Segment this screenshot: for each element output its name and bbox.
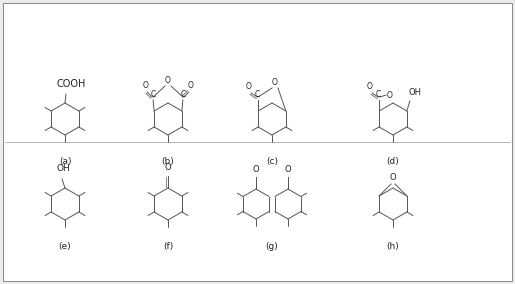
Text: O: O (390, 173, 397, 182)
Text: C: C (180, 90, 185, 99)
Text: (a): (a) (59, 157, 71, 166)
Text: (c): (c) (266, 157, 278, 166)
Text: (e): (e) (59, 242, 71, 251)
Text: O: O (285, 165, 291, 174)
Text: (f): (f) (163, 242, 173, 251)
Text: OH: OH (408, 88, 421, 97)
Text: O: O (272, 78, 278, 87)
Text: OH: OH (56, 164, 70, 173)
Text: O: O (165, 76, 171, 85)
Text: O: O (245, 82, 251, 91)
Text: O: O (188, 81, 194, 90)
Text: C: C (150, 90, 156, 99)
Text: (d): (d) (387, 157, 399, 166)
Text: COOH: COOH (56, 79, 85, 89)
Text: O: O (142, 81, 148, 90)
Text: O: O (165, 163, 171, 172)
Text: O: O (386, 91, 392, 99)
Text: (b): (b) (162, 157, 175, 166)
Text: C: C (254, 90, 260, 99)
Text: (h): (h) (387, 242, 399, 251)
Text: C: C (375, 90, 381, 99)
Text: O: O (366, 82, 372, 91)
Text: (g): (g) (266, 242, 279, 251)
Text: O: O (253, 165, 260, 174)
